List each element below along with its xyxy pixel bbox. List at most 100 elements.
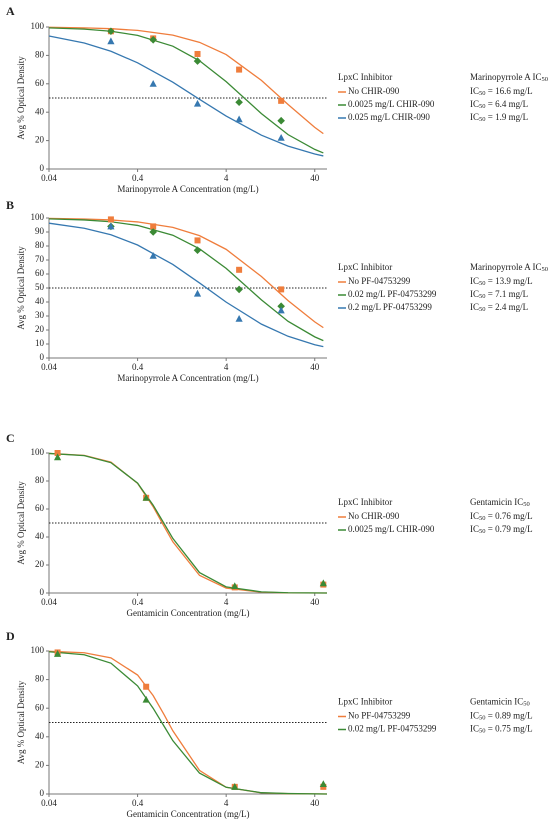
fit-curve xyxy=(48,222,324,348)
data-point xyxy=(235,285,243,294)
y-tick-label: 10 xyxy=(35,338,45,348)
panel-label: D xyxy=(6,629,15,643)
ic50-title-sub: 50 xyxy=(523,701,530,708)
data-point xyxy=(235,115,243,123)
data-point xyxy=(193,57,202,65)
y-tick-label: 0 xyxy=(40,352,45,362)
ic50-sub: 50 xyxy=(479,515,486,522)
data-point xyxy=(142,494,150,501)
y-tick-label: 60 xyxy=(35,702,45,712)
y-tick-label: 40 xyxy=(35,296,45,306)
ic50-value: = 0.89 mg/L xyxy=(486,711,533,721)
x-tick-label: 40 xyxy=(310,597,320,607)
ic50-value: = 6.4 mg/L xyxy=(486,99,529,109)
ic50-prefix: IC xyxy=(470,711,479,721)
ic50-label: IC50 = 0.76 mg/L xyxy=(470,511,533,522)
y-axis-label: Avg % Optical Density xyxy=(16,481,26,565)
ic50-title-sub: 50 xyxy=(542,76,549,83)
legend-label: 0.0025 mg/L CHIR-090 xyxy=(348,524,435,534)
data-point xyxy=(143,683,150,690)
ic50-sub: 50 xyxy=(479,103,486,110)
ic50-prefix: IC xyxy=(470,289,479,299)
data-point xyxy=(53,650,62,657)
x-tick-label: 0.4 xyxy=(132,362,144,372)
legend-title: LpxC Inhibitor xyxy=(338,72,392,82)
data-point xyxy=(193,99,202,107)
y-tick-label: 90 xyxy=(35,226,45,236)
fit-curve xyxy=(48,217,324,329)
y-tick-label: 30 xyxy=(35,310,45,320)
x-tick-label: 0.04 xyxy=(41,798,57,808)
data-point xyxy=(142,695,150,703)
x-axis-label: Gentamicin Concentration (mg/L) xyxy=(127,608,250,618)
y-tick-label: 100 xyxy=(31,21,45,31)
ic50-sub: 50 xyxy=(479,715,486,722)
x-tick-label: 4 xyxy=(224,173,229,183)
ic50-title: Marinopyrrole A IC50 xyxy=(470,262,548,273)
data-point xyxy=(107,27,115,36)
ic50-title-text: Gentamicin IC xyxy=(470,697,523,707)
ic50-sub: 50 xyxy=(479,306,486,313)
fit-curve xyxy=(48,651,328,795)
data-point xyxy=(236,66,243,73)
x-tick-label: 0.04 xyxy=(41,597,57,607)
ic50-value: = 0.75 mg/L xyxy=(486,724,533,734)
ic50-title-text: Gentamicin IC xyxy=(470,497,523,507)
y-tick-label: 80 xyxy=(35,475,45,485)
legend-label: No PF-04753299 xyxy=(348,711,411,721)
ic50-sub: 50 xyxy=(479,90,486,97)
data-point xyxy=(107,37,115,45)
y-tick-label: 0 xyxy=(40,587,45,597)
data-point xyxy=(149,80,157,87)
y-tick-label: 60 xyxy=(35,78,45,88)
data-point xyxy=(53,453,62,461)
ic50-title-text: Marinopyrrole A IC xyxy=(470,72,542,82)
ic50-label: IC50 = 0.89 mg/L xyxy=(470,711,533,722)
ic50-label: IC50 = 6.4 mg/L xyxy=(470,99,528,110)
y-tick-label: 40 xyxy=(35,531,45,541)
data-point xyxy=(277,133,285,141)
ic50-prefix: IC xyxy=(470,276,479,286)
data-point xyxy=(278,286,285,293)
y-tick-label: 50 xyxy=(35,282,45,292)
ic50-value: = 7.1 mg/L xyxy=(486,289,529,299)
y-tick-label: 20 xyxy=(35,559,45,569)
x-tick-label: 4 xyxy=(224,798,229,808)
legend-title: LpxC Inhibitor xyxy=(338,497,392,507)
ic50-sub: 50 xyxy=(479,280,486,287)
x-tick-label: 0.4 xyxy=(132,597,144,607)
fit-curve xyxy=(48,35,324,157)
data-point xyxy=(278,97,285,104)
data-point xyxy=(107,222,115,230)
ic50-value: = 0.79 mg/L xyxy=(486,524,533,534)
y-tick-label: 0 xyxy=(40,163,45,173)
legend-label: No PF-04753299 xyxy=(348,276,411,286)
ic50-value: = 2.4 mg/L xyxy=(486,302,529,312)
ic50-prefix: IC xyxy=(470,112,479,122)
y-tick-label: 100 xyxy=(31,447,45,457)
data-point xyxy=(277,302,285,310)
ic50-prefix: IC xyxy=(470,724,479,734)
data-point xyxy=(277,306,285,314)
data-point xyxy=(235,315,243,322)
data-point xyxy=(107,216,114,223)
data-point xyxy=(319,780,327,787)
x-tick-label: 40 xyxy=(310,362,320,372)
ic50-title-text: Marinopyrrole A IC xyxy=(470,262,542,272)
ic50-prefix: IC xyxy=(470,99,479,109)
ic50-label: IC50 = 7.1 mg/L xyxy=(470,289,528,300)
fit-curve xyxy=(48,26,324,135)
legend-label: 0.02 mg/L PF-04753299 xyxy=(348,724,437,734)
legend-title: LpxC Inhibitor xyxy=(338,697,392,707)
ic50-value: = 13.9 mg/L xyxy=(486,276,533,286)
y-tick-label: 70 xyxy=(35,254,45,264)
ic50-sub: 50 xyxy=(479,116,486,123)
y-tick-label: 20 xyxy=(35,759,45,769)
x-axis-label: Marinopyrrole A Concentration (mg/L) xyxy=(117,373,258,383)
y-tick-label: 20 xyxy=(35,135,45,145)
ic50-prefix: IC xyxy=(470,86,479,96)
data-point xyxy=(319,579,327,587)
data-point xyxy=(149,35,157,44)
panel-label: A xyxy=(6,4,15,18)
data-point xyxy=(193,246,202,254)
